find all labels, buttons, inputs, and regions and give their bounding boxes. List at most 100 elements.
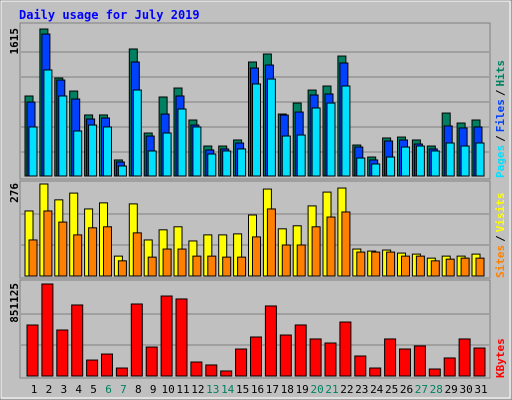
bar — [73, 130, 83, 177]
x-tick-label: 19 — [296, 383, 309, 396]
bar — [473, 347, 486, 377]
legend-label: Files — [494, 99, 507, 132]
legend-label: Hits — [494, 60, 507, 87]
y-tick-label: 1615 — [8, 28, 21, 55]
legend-label: Sites — [494, 245, 507, 278]
x-tick-label: 23 — [355, 383, 368, 396]
bar — [222, 256, 232, 277]
bar — [162, 132, 172, 177]
bar — [132, 232, 142, 277]
bar — [117, 165, 127, 177]
bar — [309, 338, 322, 377]
bar — [279, 334, 292, 377]
bar — [88, 227, 98, 277]
bar — [341, 85, 351, 177]
x-tick-label: 31 — [474, 383, 487, 396]
bar — [354, 355, 367, 377]
x-tick-label: 22 — [340, 383, 353, 396]
bar — [41, 283, 54, 377]
bar — [475, 257, 485, 277]
bar — [252, 236, 261, 277]
bar — [341, 211, 351, 277]
legend-label: Pages — [494, 145, 507, 178]
bar — [177, 248, 187, 277]
bar — [26, 324, 39, 377]
bar — [235, 348, 248, 377]
bar — [281, 135, 291, 177]
bar — [205, 364, 218, 377]
x-tick-label: 8 — [135, 383, 142, 396]
bar — [190, 361, 203, 377]
bar — [399, 348, 411, 377]
bar — [369, 367, 382, 377]
bar — [132, 89, 142, 177]
legend-separator: / — [494, 235, 507, 242]
x-tick-label: 25 — [385, 383, 398, 396]
bar — [384, 338, 397, 377]
bar — [371, 251, 381, 277]
bar — [430, 150, 440, 177]
bar — [43, 69, 53, 177]
bar — [103, 126, 112, 177]
legend-separator: / — [494, 135, 507, 142]
bar — [296, 244, 306, 277]
bar — [475, 142, 485, 177]
bar — [192, 126, 202, 177]
bar — [311, 107, 321, 177]
bar — [445, 142, 455, 177]
x-tick-label: 29 — [445, 383, 458, 396]
bar — [294, 324, 307, 377]
bar — [115, 367, 128, 377]
x-tick-label: 2 — [46, 383, 53, 396]
bar — [266, 78, 276, 177]
bar — [401, 255, 410, 277]
bar — [220, 370, 233, 377]
bar — [101, 353, 113, 377]
x-tick-label: 12 — [191, 383, 204, 396]
bar — [415, 255, 425, 277]
bar — [28, 239, 38, 277]
bar — [428, 368, 441, 377]
x-tick-label: 18 — [281, 383, 294, 396]
bar — [252, 83, 261, 177]
bar — [222, 150, 232, 177]
bar — [339, 321, 352, 377]
bar — [43, 210, 53, 277]
x-tick-label: 24 — [370, 383, 384, 396]
x-tick-label: 17 — [266, 383, 279, 396]
bar — [147, 256, 157, 277]
bar — [88, 124, 98, 177]
x-tick-label: 9 — [150, 383, 157, 396]
bar — [177, 108, 187, 177]
x-tick-label: 10 — [161, 383, 174, 396]
bar — [281, 244, 291, 277]
chart-title: Daily usage for July 2019 — [19, 8, 200, 22]
y-tick-label: 851125 — [8, 283, 21, 323]
bar — [237, 148, 247, 177]
bar — [28, 126, 38, 177]
bar — [326, 216, 336, 277]
bar — [117, 260, 127, 277]
bar — [324, 342, 337, 377]
bar — [356, 157, 366, 177]
x-tick-label: 11 — [176, 383, 189, 396]
bar — [460, 257, 470, 277]
bar — [207, 153, 217, 177]
x-tick-label: 7 — [120, 383, 127, 396]
bar — [458, 338, 471, 377]
bar — [207, 255, 217, 277]
bar — [401, 146, 410, 177]
legend-label: KBytes — [494, 338, 507, 378]
x-tick-label: 27 — [415, 383, 428, 396]
x-tick-label: 6 — [105, 383, 112, 396]
bar — [237, 256, 247, 277]
legend-separator: / — [494, 89, 507, 96]
bar — [296, 134, 306, 177]
x-tick-label: 26 — [400, 383, 413, 396]
bar — [311, 226, 321, 277]
bar — [58, 95, 68, 177]
bar — [386, 251, 396, 277]
bar — [130, 303, 143, 377]
bar — [443, 357, 456, 377]
